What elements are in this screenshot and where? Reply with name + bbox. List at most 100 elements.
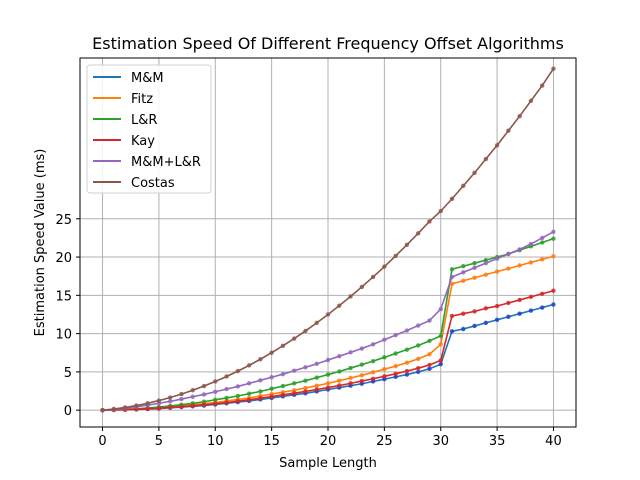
data-point-costas <box>167 395 173 400</box>
data-point-kay <box>506 300 511 306</box>
data-point-m-m-l-r <box>393 332 398 338</box>
data-point-kay <box>235 398 241 404</box>
data-point-m-m-l-r <box>494 256 500 261</box>
x-tick-label: 20 <box>320 434 337 449</box>
data-point-m-m-l-r <box>551 229 556 234</box>
data-point-kay <box>359 378 365 384</box>
data-point-fitz <box>551 254 556 259</box>
y-axis-label: Estimation Speed Value (ms) <box>33 149 48 337</box>
data-point-l-r <box>427 338 432 344</box>
data-point-m-m-l-r <box>246 381 252 386</box>
data-point-costas <box>235 368 241 374</box>
x-tick-label: 30 <box>432 434 449 449</box>
data-point-kay <box>314 387 319 392</box>
data-point-fitz <box>494 269 500 274</box>
data-point-l-r <box>359 362 365 367</box>
data-point-m-m-l-r <box>427 318 432 323</box>
data-point-costas <box>472 170 477 176</box>
data-point-costas <box>494 143 500 148</box>
y-tick-label: 20 <box>55 251 72 266</box>
data-point-m-m <box>461 326 466 332</box>
data-point-l-r <box>382 355 387 360</box>
data-point-kay <box>348 381 353 386</box>
series-m-m-l-r <box>100 229 556 413</box>
data-point-l-r <box>438 333 443 339</box>
data-point-fitz <box>438 342 443 347</box>
data-point-m-m-l-r <box>314 361 319 367</box>
data-point-l-r <box>472 260 477 266</box>
data-point-fitz <box>404 360 410 365</box>
data-point-l-r <box>348 365 353 371</box>
data-point-costas <box>325 312 331 317</box>
data-point-kay <box>539 291 545 296</box>
data-point-m-m-l-r <box>235 384 241 389</box>
data-point-kay <box>370 376 376 381</box>
data-point-fitz <box>483 272 489 277</box>
data-point-costas <box>404 242 410 247</box>
data-point-m-m <box>506 314 511 319</box>
legend-label: Kay <box>131 134 155 149</box>
data-point-kay <box>438 358 443 363</box>
data-point-costas <box>528 98 534 104</box>
data-point-kay <box>258 396 263 401</box>
data-point-l-r <box>370 358 376 364</box>
data-point-kay <box>528 294 534 300</box>
data-point-m-m-l-r <box>404 328 410 333</box>
data-point-costas <box>370 274 376 280</box>
data-point-fitz <box>303 385 308 391</box>
y-tick-label: 5 <box>64 366 72 381</box>
data-point-m-m-l-r <box>359 346 365 351</box>
data-point-costas <box>246 363 252 368</box>
data-point-fitz <box>449 281 455 287</box>
data-point-m-m <box>415 369 421 375</box>
data-point-kay <box>393 371 398 376</box>
data-point-costas <box>291 336 297 341</box>
legend-label: Fitz <box>131 92 153 107</box>
data-point-l-r <box>461 264 466 269</box>
data-point-m-m-l-r <box>337 353 342 359</box>
data-point-m-m-l-r <box>303 365 308 370</box>
data-point-costas <box>551 66 556 71</box>
data-point-m-m <box>449 329 455 334</box>
data-point-fitz <box>427 352 432 357</box>
data-point-kay <box>145 406 150 411</box>
data-point-kay <box>190 403 195 408</box>
data-point-fitz <box>314 383 319 388</box>
data-point-costas <box>303 328 308 334</box>
data-point-l-r <box>224 395 229 401</box>
data-point-kay <box>415 366 421 371</box>
data-point-m-m <box>472 323 477 329</box>
data-point-l-r <box>325 372 331 377</box>
data-point-m-m <box>494 317 500 323</box>
data-point-m-m <box>438 362 443 367</box>
data-point-costas <box>156 398 162 403</box>
data-point-kay <box>179 404 184 409</box>
data-point-kay <box>427 362 432 368</box>
data-point-fitz <box>359 373 365 378</box>
data-point-m-m-l-r <box>224 386 229 392</box>
axis-ticks: 0 5 10 15 20 25 30 35 40 0 5 10 15 20 25 <box>55 213 561 449</box>
data-point-m-m-l-r <box>167 399 173 404</box>
data-point-kay <box>213 401 218 406</box>
x-tick-label: 15 <box>263 434 280 449</box>
data-point-l-r <box>201 399 207 404</box>
data-point-costas <box>539 83 545 88</box>
series-costas <box>100 66 556 413</box>
data-point-m-m-l-r <box>213 389 218 394</box>
data-point-l-r <box>393 351 398 356</box>
data-point-m-m-l-r <box>291 368 297 373</box>
data-point-m-m-l-r <box>269 375 274 380</box>
data-point-m-m-l-r <box>415 323 421 328</box>
data-point-costas <box>393 253 398 259</box>
data-point-costas <box>280 343 286 349</box>
legend: M&M Fitz L&R Kay M&M+L&R Costas <box>86 64 212 194</box>
data-point-m-m <box>427 366 432 372</box>
data-point-fitz <box>325 381 331 386</box>
x-tick-label: 35 <box>489 434 506 449</box>
data-point-fitz <box>348 375 353 381</box>
data-point-costas <box>134 403 139 408</box>
data-point-costas <box>201 383 207 389</box>
data-point-l-r <box>235 393 241 399</box>
series-kay <box>100 288 556 413</box>
data-point-m-m-l-r <box>258 378 263 383</box>
